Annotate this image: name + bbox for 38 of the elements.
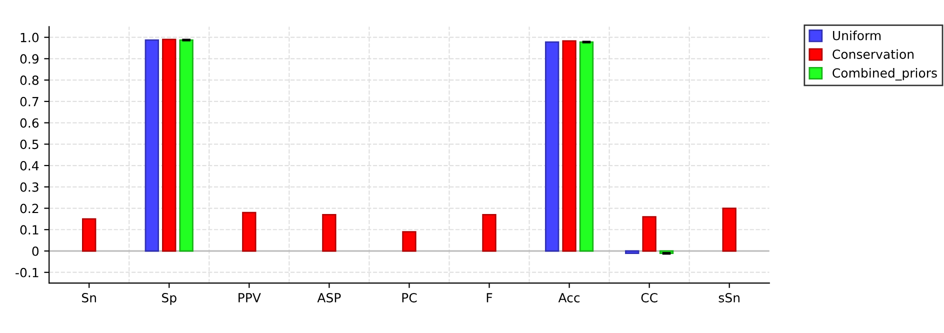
y-tick-label: 0.3 [20, 182, 38, 192]
y-tick-label: 0.7 [20, 96, 38, 106]
y-tick-label: 0.2 [20, 204, 38, 214]
bar [402, 231, 416, 252]
bar [179, 39, 194, 252]
y-tick-label: 0.1 [20, 225, 38, 235]
y-tick-label: 0.6 [20, 118, 39, 128]
x-tick-label: F [486, 293, 492, 302]
legend-label: Conservation [832, 49, 914, 59]
bar [562, 40, 576, 252]
x-tick-label: PC [402, 292, 417, 302]
bar [82, 218, 96, 252]
bar [144, 39, 160, 252]
x-tick-label: sSn [718, 292, 740, 302]
bar [544, 41, 560, 252]
bar [162, 38, 176, 252]
y-tick-label: 1.0 [20, 32, 39, 42]
bar [482, 214, 496, 252]
y-tick-label: 0.4 [20, 161, 39, 170]
x-tick-label: ASP [317, 292, 341, 302]
y-tick-label: 0.9 [20, 54, 38, 64]
bar [642, 216, 656, 252]
bar [322, 214, 336, 252]
y-tick-label: -0.1 [16, 268, 38, 278]
legend-label: Combined_priors [832, 68, 937, 80]
bar [242, 212, 256, 252]
y-tick-label: 0.5 [20, 140, 38, 150]
legend-label: Uniform [833, 30, 881, 40]
bar [625, 250, 640, 254]
y-tick-label: 0.8 [20, 76, 39, 85]
x-tick-label: CC [641, 292, 658, 302]
bar [722, 208, 736, 252]
x-tick-label: Sp [162, 292, 176, 305]
x-tick-label: Acc [558, 293, 580, 302]
x-tick-label: PPV [238, 293, 261, 302]
x-tick-label: Sn [82, 292, 96, 302]
bar [579, 41, 594, 252]
y-tick-label: 0 [32, 246, 39, 256]
